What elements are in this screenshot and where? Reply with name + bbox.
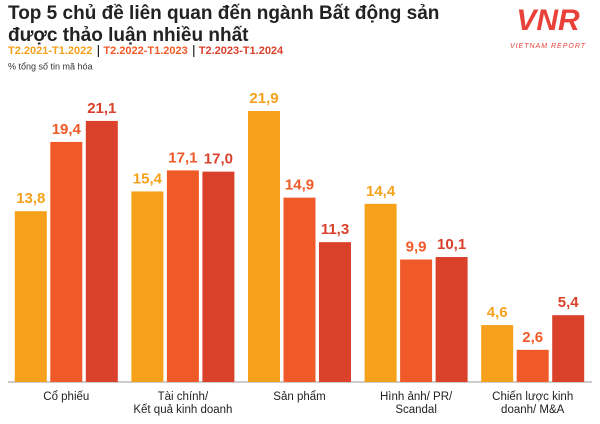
bar bbox=[364, 203, 397, 382]
value-label: 13,8 bbox=[16, 190, 45, 207]
bar bbox=[131, 191, 164, 382]
value-label: 11,3 bbox=[321, 221, 349, 238]
value-label: 9,9 bbox=[406, 238, 427, 255]
value-label: 21,9 bbox=[249, 90, 278, 107]
x-tick-label: Sản phẩm bbox=[273, 391, 325, 403]
bar bbox=[435, 257, 468, 382]
legend-label: T2.2022-T1.2023 bbox=[103, 45, 187, 57]
value-label: 10,1 bbox=[437, 236, 466, 253]
y-axis-label: % tổng số tin mã hóa bbox=[8, 61, 93, 71]
bar bbox=[166, 170, 199, 382]
bar bbox=[400, 259, 433, 382]
value-label: 4,6 bbox=[487, 304, 508, 321]
bar bbox=[283, 197, 316, 382]
legend-label: T2.2021-T1.2022 bbox=[8, 45, 92, 57]
x-tick-label: Hình ảnh/ PR/Scandal bbox=[380, 391, 453, 416]
logo: VNR bbox=[516, 4, 580, 37]
logo-subtext: VIETNAM REPORT bbox=[510, 43, 586, 50]
x-tick-label: Cổ phiếu bbox=[43, 391, 89, 403]
x-tick-label: Tài chính/Kết quả kinh doanh bbox=[133, 391, 232, 416]
value-label: 21,1 bbox=[87, 100, 116, 117]
bar bbox=[202, 171, 235, 382]
value-label: 2,6 bbox=[522, 329, 543, 346]
bar bbox=[319, 242, 351, 382]
value-label: 5,4 bbox=[558, 294, 580, 311]
value-label: 15,4 bbox=[133, 170, 163, 187]
value-label: 14,4 bbox=[366, 183, 396, 200]
bar bbox=[14, 211, 47, 382]
chart-title: Top 5 chủ đề liên quan đến ngành Bất độn… bbox=[8, 3, 439, 46]
value-label: 19,4 bbox=[52, 121, 82, 138]
value-label: 14,9 bbox=[285, 177, 314, 194]
bar bbox=[481, 325, 514, 382]
bar bbox=[552, 315, 585, 382]
bar bbox=[50, 141, 83, 382]
x-tick-label: Chiến lược kinh doanh/ M&A bbox=[492, 391, 573, 416]
value-label: 17,0 bbox=[204, 151, 233, 168]
value-label: 17,1 bbox=[168, 149, 197, 166]
bar bbox=[248, 111, 280, 382]
bar bbox=[516, 349, 549, 382]
legend-label: T2.2023-T1.2024 bbox=[199, 45, 284, 57]
bar bbox=[85, 120, 118, 383]
